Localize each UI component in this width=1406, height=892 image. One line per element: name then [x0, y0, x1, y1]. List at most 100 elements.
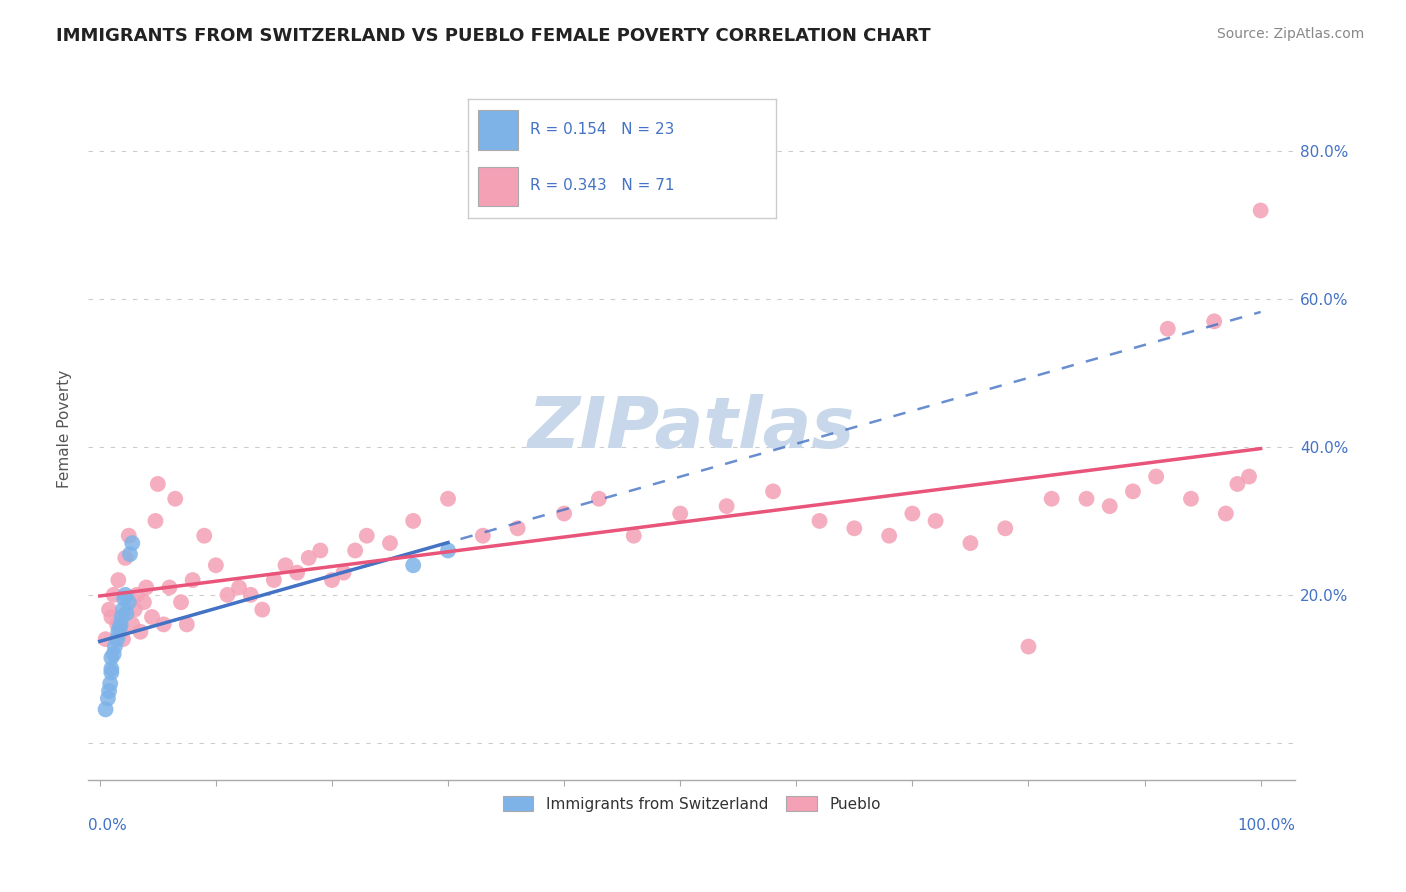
Point	[103, 588, 125, 602]
Point	[112, 591, 135, 606]
Point	[135, 581, 157, 595]
Point	[118, 547, 141, 561]
Point	[994, 521, 1017, 535]
Point	[129, 624, 152, 639]
Y-axis label: Female Poverty: Female Poverty	[58, 369, 72, 488]
Point	[145, 514, 167, 528]
Point	[94, 632, 117, 647]
Text: 0.0%: 0.0%	[89, 818, 127, 833]
Point	[1250, 203, 1272, 218]
Point	[506, 521, 529, 535]
Point	[762, 484, 785, 499]
Point	[1017, 640, 1039, 654]
Point	[176, 617, 198, 632]
Point	[808, 514, 831, 528]
Point	[471, 529, 494, 543]
Point	[107, 624, 129, 639]
Point	[121, 536, 143, 550]
Point	[152, 617, 174, 632]
Legend: Immigrants from Switzerland, Pueblo: Immigrants from Switzerland, Pueblo	[496, 789, 887, 818]
Point	[623, 529, 645, 543]
Point	[716, 499, 738, 513]
Point	[118, 595, 141, 609]
Point	[402, 558, 425, 573]
Point	[263, 573, 285, 587]
Point	[110, 624, 132, 639]
Point	[588, 491, 610, 506]
Point	[193, 529, 215, 543]
Point	[217, 588, 239, 602]
Point	[1157, 322, 1180, 336]
Point	[124, 602, 146, 616]
Point	[94, 702, 117, 716]
Point	[1076, 491, 1098, 506]
Point	[252, 602, 274, 616]
Point	[1215, 507, 1237, 521]
Point	[114, 550, 136, 565]
Point	[100, 610, 122, 624]
Point	[165, 491, 187, 506]
Point	[111, 632, 134, 647]
Point	[107, 573, 129, 587]
Point	[111, 602, 134, 616]
Point	[181, 573, 204, 587]
Point	[669, 507, 692, 521]
Point	[553, 507, 575, 521]
Point	[274, 558, 297, 573]
Point	[98, 684, 121, 698]
Point	[239, 588, 262, 602]
Point	[1226, 477, 1249, 491]
Point	[205, 558, 228, 573]
Point	[118, 529, 141, 543]
Point	[108, 621, 131, 635]
Point	[146, 477, 169, 491]
Point	[901, 507, 924, 521]
Point	[157, 581, 180, 595]
Point	[1180, 491, 1202, 506]
Point	[877, 529, 900, 543]
Point	[228, 581, 250, 595]
Point	[844, 521, 866, 535]
Point	[98, 602, 121, 616]
Point	[141, 610, 163, 624]
Point	[332, 566, 354, 580]
Point	[1122, 484, 1144, 499]
Point	[378, 536, 401, 550]
Text: IMMIGRANTS FROM SWITZERLAND VS PUEBLO FEMALE POVERTY CORRELATION CHART: IMMIGRANTS FROM SWITZERLAND VS PUEBLO FE…	[56, 27, 931, 45]
Point	[321, 573, 343, 587]
Point	[344, 543, 367, 558]
Text: Source: ZipAtlas.com: Source: ZipAtlas.com	[1216, 27, 1364, 41]
Point	[1040, 491, 1063, 506]
Point	[437, 543, 460, 558]
Text: ZIPatlas: ZIPatlas	[529, 394, 855, 463]
Point	[924, 514, 946, 528]
Text: 100.0%: 100.0%	[1237, 818, 1295, 833]
Point	[105, 632, 128, 647]
Point	[103, 647, 125, 661]
Point	[114, 588, 136, 602]
Point	[110, 617, 132, 632]
Point	[1237, 469, 1260, 483]
Point	[309, 543, 332, 558]
Point	[1204, 314, 1226, 328]
Point	[1144, 469, 1167, 483]
Point	[1098, 499, 1121, 513]
Point	[100, 650, 122, 665]
Point	[100, 665, 122, 680]
Point	[356, 529, 378, 543]
Point	[105, 617, 128, 632]
Point	[100, 662, 122, 676]
Point	[121, 617, 143, 632]
Point	[97, 691, 120, 706]
Point	[437, 491, 460, 506]
Point	[104, 640, 127, 654]
Point	[115, 607, 138, 621]
Point	[285, 566, 308, 580]
Point	[125, 588, 148, 602]
Point	[402, 514, 425, 528]
Point	[98, 676, 121, 690]
Point	[132, 595, 155, 609]
Point	[111, 610, 134, 624]
Point	[298, 550, 321, 565]
Point	[959, 536, 981, 550]
